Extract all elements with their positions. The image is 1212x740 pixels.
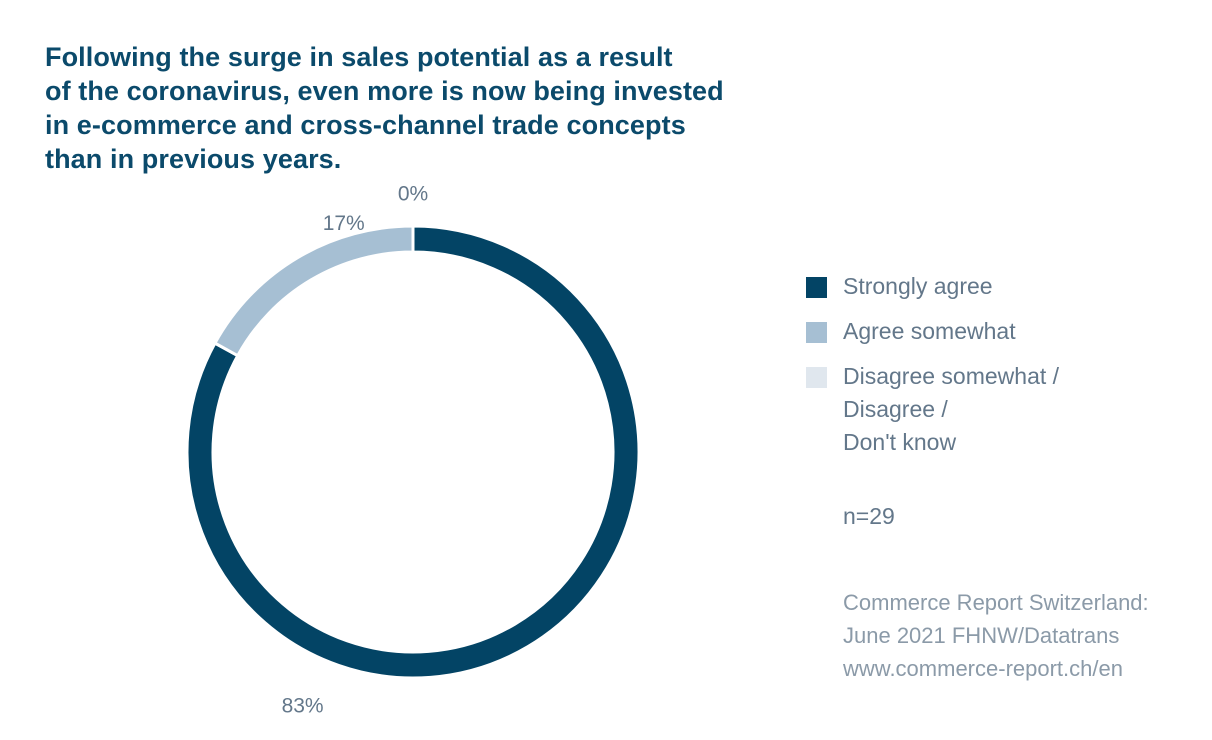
donut-slice-strongly-agree: [185, 224, 641, 680]
title-line: Following the surge in sales potential a…: [45, 42, 673, 72]
donut-slice-agree-somewhat: [212, 224, 415, 358]
source-note: Commerce Report Switzerland: June 2021 F…: [843, 586, 1149, 685]
legend-label-agree-somewhat: Agree somewhat: [843, 318, 1016, 344]
legend-item-disagree: Disagree somewhat / Disagree / Don't kno…: [806, 360, 1206, 459]
chart-legend: Strongly agree Agree somewhat Disagree s…: [806, 270, 1206, 459]
title-line: in e-commerce and cross-channel trade co…: [45, 110, 686, 140]
source-line: www.commerce-report.ch/en: [843, 656, 1123, 681]
donut-chart: 83% 17% 0%: [185, 183, 641, 718]
legend-swatch-disagree: [806, 367, 827, 388]
data-label-strongly-agree: 83%: [282, 695, 324, 718]
sample-size: n=29: [843, 503, 895, 529]
title-line: than in previous years.: [45, 144, 342, 174]
legend-swatch-agree-somewhat: [806, 322, 827, 343]
legend-swatch-strongly-agree: [806, 277, 827, 298]
source-line: Commerce Report Switzerland:: [843, 590, 1149, 615]
data-label-disagree: 0%: [398, 183, 428, 206]
source-line: June 2021 FHNW/Datatrans: [843, 623, 1120, 648]
legend-label-disagree: Disagree somewhat / Disagree / Don't kno…: [843, 363, 1060, 455]
title-line: of the coronavirus, even more is now bei…: [45, 76, 724, 106]
legend-item-strongly-agree: Strongly agree: [806, 270, 1206, 303]
chart-title: Following the surge in sales potential a…: [45, 40, 765, 176]
data-label-agree-somewhat: 17%: [323, 212, 365, 235]
legend-label-strongly-agree: Strongly agree: [843, 273, 993, 299]
legend-item-agree-somewhat: Agree somewhat: [806, 315, 1206, 348]
